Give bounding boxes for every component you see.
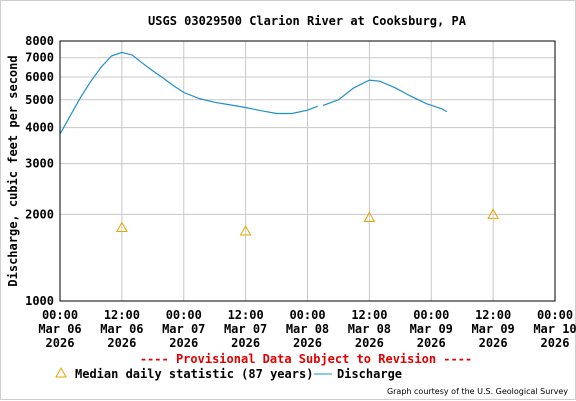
legend: Median daily statistic (87 years) Discha… — [55, 366, 402, 381]
x-tick-label: 00:00 Mar 10 2026 — [533, 308, 576, 350]
x-tick-label: 00:00 Mar 07 2026 — [162, 308, 205, 350]
x-tick-label: 00:00 Mar 06 2026 — [38, 308, 81, 350]
series — [59, 51, 499, 236]
legend-median-label: Median daily statistic (87 years) — [75, 367, 313, 381]
x-tick-label: 12:00 Mar 09 2026 — [471, 308, 514, 350]
x-ticks: 00:00 Mar 06 2026 12:00 Mar 06 2026 00:00 Mar 0… — [38, 308, 576, 350]
legend-median-triangle-icon — [55, 366, 67, 378]
x-tick-label: 12:00 Mar 06 2026 — [100, 308, 143, 350]
legend-discharge-label: Discharge — [337, 367, 402, 381]
x-tick-label: 00:00 Mar 08 2026 — [286, 308, 329, 350]
discharge-line — [322, 79, 447, 113]
y-tick-label: 1000 — [25, 294, 54, 308]
provisional-note: ---- Provisional Data Subject to Revisio… — [140, 352, 472, 366]
y-ticks: 1000 2000 3000 4000 5000 6000 7000 8000 — [25, 34, 54, 308]
y-tick-label: 6000 — [25, 70, 54, 84]
y-tick-label: 3000 — [25, 157, 54, 171]
plot-area-border — [59, 40, 556, 302]
y-tick-label: 2000 — [25, 207, 54, 221]
y-tick-label: 7000 — [25, 51, 54, 65]
x-tick-label: 00:00 Mar 09 2026 — [410, 308, 453, 350]
y-axis-label: Discharge, cubic feet per second — [6, 55, 20, 286]
median-point — [487, 208, 499, 219]
x-tick-label: 12:00 Mar 08 2026 — [348, 308, 391, 350]
y-tick-label: 4000 — [25, 121, 54, 135]
median-point — [116, 221, 128, 233]
median-point — [239, 224, 252, 236]
chart-title: USGS 03029500 Clarion River at Cooksburg… — [148, 14, 467, 28]
y-tick-label: 8000 — [25, 34, 54, 48]
median-point — [363, 211, 376, 222]
y-tick-label: 5000 — [25, 93, 54, 107]
x-tick-label: 12:00 Mar 07 2026 — [224, 308, 267, 350]
courtesy-note: Graph courtesy of the U.S. Geological Su… — [387, 387, 568, 396]
grid — [59, 40, 556, 302]
discharge-line — [59, 51, 319, 135]
